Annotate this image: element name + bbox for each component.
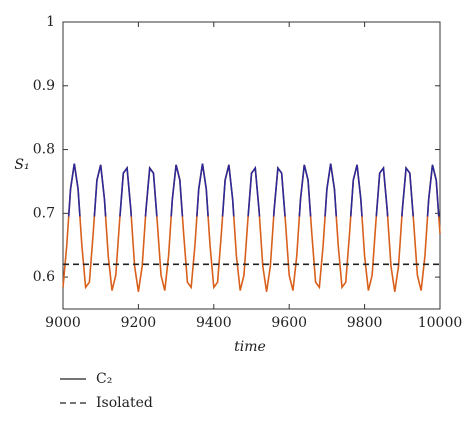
series-line-highlight (67, 163, 440, 217)
x-tick-label: 10000 (418, 315, 463, 331)
x-tick-label: 9800 (347, 315, 383, 331)
x-axis-label: time (234, 339, 266, 355)
x-tick-label: 9200 (121, 315, 157, 331)
x-tick-label: 9600 (271, 315, 307, 331)
x-tick-label: 9400 (196, 315, 232, 331)
y-axis-label: S₁ (14, 157, 29, 173)
legend: C₂ Isolated (60, 371, 153, 411)
y-tick-label: 1 (46, 14, 55, 30)
y-tick-label: 0.8 (33, 142, 55, 158)
y-tick-label: 0.7 (33, 205, 55, 221)
y-tick-label: 0.9 (33, 78, 55, 94)
legend-label: Isolated (96, 395, 153, 411)
plot-frame (62, 21, 441, 310)
x-tick-label: 9000 (45, 315, 81, 331)
legend-label: C₂ (96, 371, 112, 387)
y-tick-label: 0.6 (33, 269, 55, 285)
